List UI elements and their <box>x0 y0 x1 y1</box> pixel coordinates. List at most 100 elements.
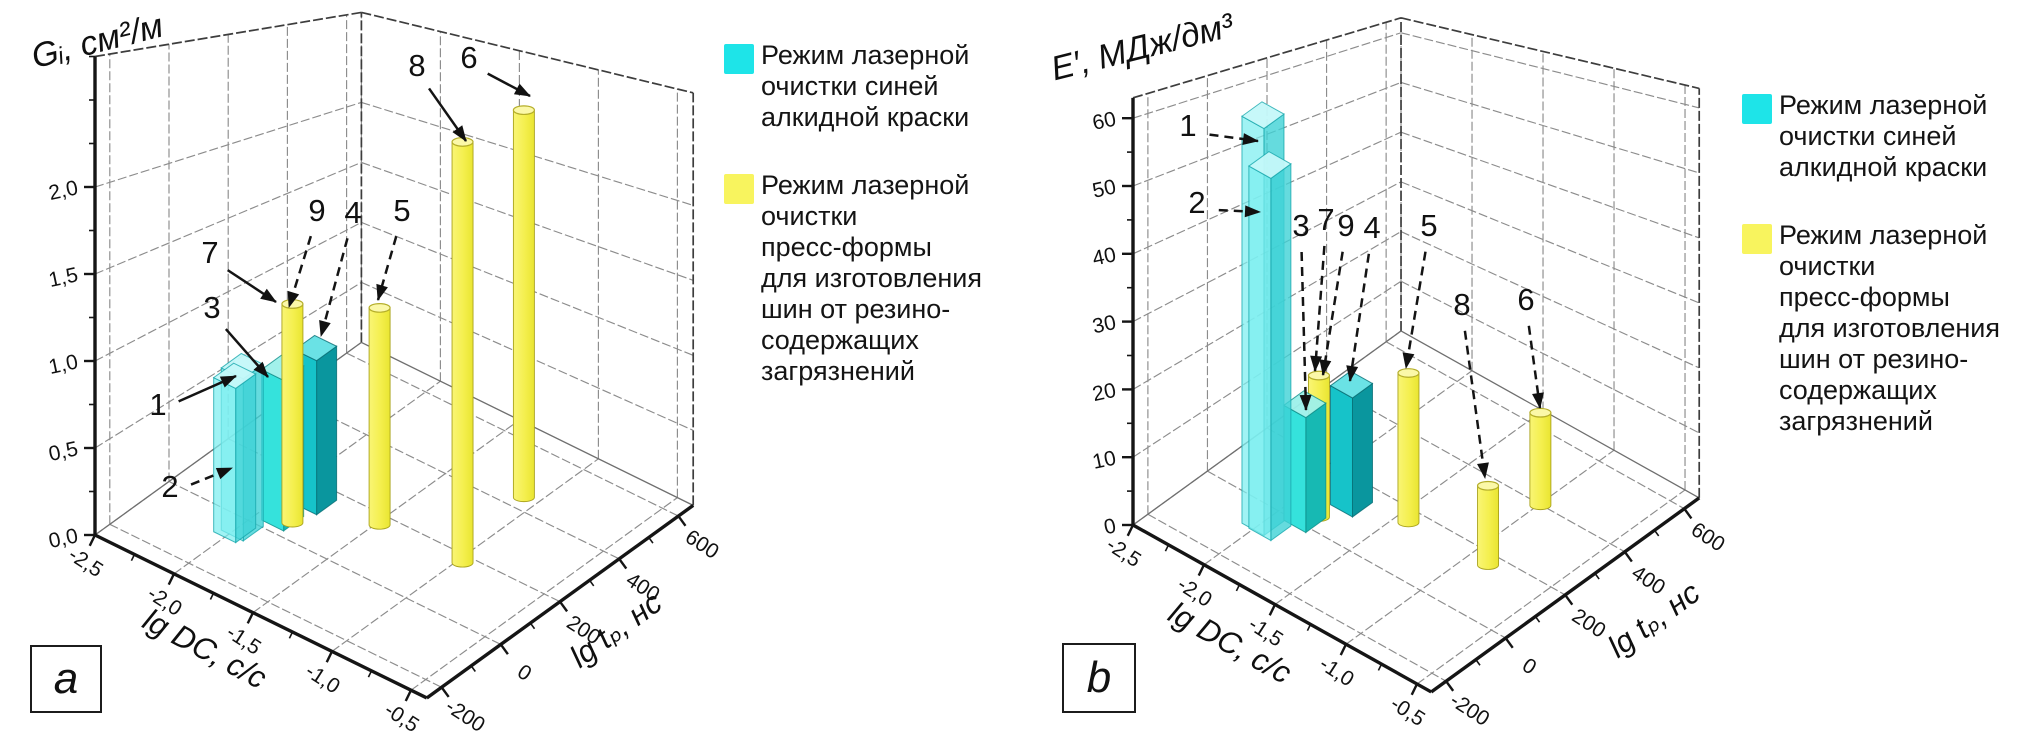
y-tick-label: -200 <box>1446 689 1494 731</box>
z-tick-label: 20 <box>1090 379 1118 406</box>
annotation-1: 1 <box>1179 108 1259 145</box>
legend-swatch-blue-paint-regime <box>724 44 754 74</box>
annotation-number: 2 <box>1188 185 1205 220</box>
bar-5 <box>368 302 391 530</box>
y-tick-label: 0 <box>513 660 535 686</box>
bar-6 <box>1529 407 1552 511</box>
legend-item-blue-paint-regime: Режим лазерной очистки синей алкидной крас… <box>724 40 1024 133</box>
annotation-9: 9 <box>287 193 326 308</box>
z-tick-label: 10 <box>1090 447 1118 474</box>
annotation-number: 9 <box>1337 208 1354 243</box>
annotation-5: 5 <box>376 193 411 301</box>
annotation-number: 4 <box>344 195 361 230</box>
annotation-number: 6 <box>460 40 477 75</box>
legend-chart-b: Режим лазерной очистки синей алкидной крас… <box>1742 90 2020 437</box>
panel-letter-b: b <box>1086 653 1112 702</box>
annotation-9: 9 <box>1319 208 1355 376</box>
legend-item-blue-paint-regime: Режим лазерной очистки синей алкидной крас… <box>1742 90 2020 183</box>
walls-grid <box>94 11 695 691</box>
annotation-2: 2 <box>161 466 233 504</box>
x-tick-label: -0,5 <box>1386 692 1429 731</box>
legend-text-press-mold-regime: Режим лазерной очистки пресс-формы для изго… <box>1779 220 2000 436</box>
annotation-2: 2 <box>1188 185 1261 220</box>
y-tick-label: 0 <box>1518 654 1540 680</box>
bar-2 <box>1247 151 1292 542</box>
bar-6 <box>512 105 535 503</box>
z-tick-label: 60 <box>1090 108 1118 135</box>
z-tick-label: 1,0 <box>47 350 80 379</box>
annotation-number: 9 <box>308 193 325 228</box>
annotation-number: 3 <box>203 290 220 325</box>
z-axis-title: Gᵢ, см²/м <box>28 7 167 76</box>
bar-8 <box>1476 480 1500 570</box>
legend-swatch-press-mold-regime <box>724 174 754 204</box>
legend-text-blue-paint-regime: Режим лазерной очистки синей алкидной крас… <box>1779 90 1988 182</box>
annotation-number: 7 <box>1317 202 1334 237</box>
annotation-number: 8 <box>1453 287 1470 322</box>
panel-label-a: a <box>30 645 102 713</box>
annotation-number: 5 <box>393 193 410 228</box>
bars <box>212 105 535 568</box>
bar-2 <box>212 362 257 544</box>
legend-chart-a: Режим лазерной очистки синей алкидной крас… <box>724 40 1024 387</box>
annotation-7: 7 <box>1310 202 1335 372</box>
z-tick-label: 2,0 <box>47 176 80 205</box>
legend-item-press-mold-regime: Режим лазерной очистки пресс-формы для изго… <box>1742 220 2020 437</box>
z-tick-label: 0 <box>1102 514 1118 539</box>
annotation-5: 5 <box>1402 208 1438 369</box>
z-tick-label: 40 <box>1090 243 1118 270</box>
legend-swatch-blue-paint-regime <box>1742 94 1772 124</box>
z-axis-title: E′, МДж/дм³ <box>1047 6 1239 88</box>
x-axis-ticks: -2,5-2,0-1,5-1,0-0,5 <box>1102 524 1429 731</box>
annotation-number: 1 <box>1179 108 1196 143</box>
panel-letter-a: a <box>53 654 79 703</box>
x-tick-label: -0,5 <box>380 698 423 736</box>
bar-8 <box>451 137 474 568</box>
annotation-1: 1 <box>149 374 237 422</box>
legend-text-blue-paint-regime: Режим лазерной очистки синей алкидной крас… <box>761 40 970 132</box>
panel-label-b: b <box>1062 643 1136 713</box>
y-tick-label: 600 <box>1687 518 1729 556</box>
z-tick-label: 30 <box>1090 311 1118 338</box>
annotation-number: 8 <box>408 48 425 83</box>
annotation-number: 6 <box>1517 282 1534 317</box>
annotation-number: 3 <box>1292 208 1309 243</box>
z-axis-ticks: 0,00,51,01,52,0 <box>47 55 95 553</box>
x-tick-label: -1,0 <box>1315 652 1358 691</box>
y-tick-label: 600 <box>681 525 723 563</box>
annotation-7: 7 <box>201 235 277 304</box>
annotation-6: 6 <box>460 40 531 98</box>
annotation-4: 4 <box>1346 210 1381 382</box>
annotation-number: 4 <box>1363 210 1380 245</box>
annotation-4: 4 <box>319 195 362 337</box>
walls-grid <box>1132 17 1701 685</box>
legend-swatch-press-mold-regime <box>1742 224 1772 254</box>
y-tick-label: -200 <box>441 695 489 736</box>
annotation-8: 8 <box>408 48 468 142</box>
bar-7-9 <box>281 299 304 528</box>
annotation-number: 1 <box>149 387 166 422</box>
bar-4 <box>1329 370 1374 518</box>
annotation-number: 5 <box>1420 208 1437 243</box>
z-tick-label: 1,5 <box>47 263 80 292</box>
annotation-number: 2 <box>161 469 178 504</box>
bars <box>1241 101 1552 570</box>
annotation-3: 3 <box>1292 208 1312 411</box>
annotation-8: 8 <box>1453 287 1489 479</box>
legend-item-press-mold-regime: Режим лазерной очистки пресс-формы для изго… <box>724 170 1024 387</box>
annotation-6: 6 <box>1517 282 1544 409</box>
legend-text-press-mold-regime: Режим лазерной очистки пресс-формы для изго… <box>761 170 982 386</box>
z-tick-label: 50 <box>1090 175 1118 202</box>
x-tick-label: -1,0 <box>301 659 344 698</box>
z-tick-label: 0,5 <box>47 437 80 466</box>
z-axis-ticks: 0 10 20 30 40 50 60 <box>1090 108 1133 539</box>
bar-5 <box>1397 368 1420 528</box>
annotation-number: 7 <box>201 235 218 270</box>
annotation-3: 3 <box>203 290 269 378</box>
x-axis-ticks: -2,5-2,0-1,5-1,0-0,5 <box>64 534 423 736</box>
